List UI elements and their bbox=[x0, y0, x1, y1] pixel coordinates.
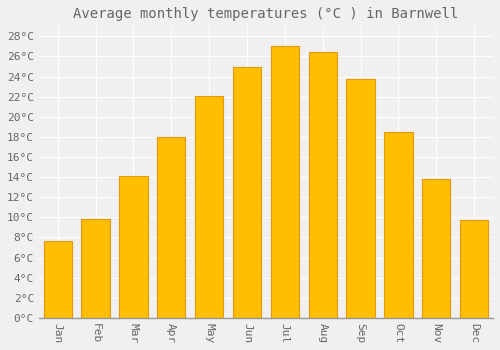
Title: Average monthly temperatures (°C ) in Barnwell: Average monthly temperatures (°C ) in Ba… bbox=[74, 7, 458, 21]
Bar bbox=[233, 66, 261, 318]
Bar bbox=[422, 179, 450, 318]
Bar bbox=[195, 96, 224, 318]
Bar bbox=[460, 220, 488, 318]
Bar bbox=[384, 132, 412, 318]
Bar bbox=[308, 52, 337, 318]
Bar bbox=[119, 176, 148, 318]
Bar bbox=[44, 240, 72, 318]
Bar bbox=[82, 219, 110, 318]
Bar bbox=[270, 47, 299, 318]
Bar bbox=[346, 79, 375, 318]
Bar bbox=[157, 137, 186, 318]
